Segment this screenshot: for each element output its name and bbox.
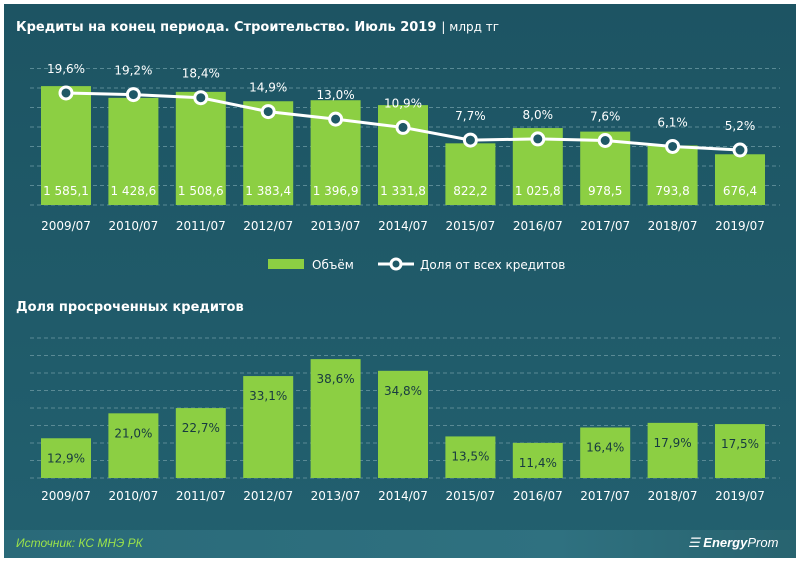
legend-bar-label: Объём	[312, 258, 354, 272]
line-marker	[462, 132, 478, 148]
bar-value-label: 1 508,6	[178, 184, 224, 198]
bar	[647, 145, 698, 205]
chart2-title: Доля просроченных кредитов	[16, 300, 244, 315]
bar-value-label: 822,2	[453, 184, 487, 198]
bar-value-label: 22,7%	[182, 421, 220, 435]
x-tick-label: 2014/07	[378, 219, 428, 233]
bar-value-label: 17,9%	[654, 436, 692, 450]
x-tick-label: 2017/07	[580, 489, 630, 503]
legend-bar-swatch	[268, 259, 304, 269]
bar	[445, 143, 496, 205]
x-tick-label: 2012/07	[243, 219, 293, 233]
legend-line-label: Доля от всех кредитов	[420, 258, 565, 272]
bar-value-label: 21,0%	[114, 426, 152, 440]
source-note: Источник: КС МНЭ РК	[16, 536, 143, 550]
bar	[445, 436, 496, 478]
bar-value-label: 1 331,8	[380, 184, 426, 198]
bar	[715, 424, 765, 478]
x-tick-label: 2017/07	[580, 219, 630, 233]
line-value-label: 19,2%	[114, 64, 152, 78]
bar-value-label: 34,8%	[384, 384, 422, 398]
bar	[175, 408, 226, 478]
x-tick-label: 2010/07	[108, 219, 158, 233]
x-tick-label: 2014/07	[378, 489, 428, 503]
line-value-label: 18,4%	[182, 67, 220, 81]
bar-value-label: 33,1%	[249, 389, 287, 403]
line-marker	[328, 111, 344, 127]
bar-value-label: 1 025,8	[515, 184, 561, 198]
bar	[378, 370, 428, 478]
line-marker	[732, 142, 748, 158]
line-marker	[530, 131, 546, 147]
x-tick-label: 2011/07	[176, 489, 226, 503]
bar-value-label: 1 585,1	[43, 184, 89, 198]
bar	[647, 422, 698, 478]
x-tick-label: 2019/07	[715, 489, 765, 503]
bar	[41, 438, 91, 478]
line-value-label: 5,2%	[725, 119, 756, 133]
bar	[108, 97, 159, 205]
x-tick-label: 2018/07	[648, 489, 698, 503]
chart2-plot: 12,9% 2009/07 21,0% 2010/07 22,7% 2011/07 33,1…	[30, 337, 780, 503]
bar	[175, 91, 226, 205]
x-tick-label: 2009/07	[41, 489, 91, 503]
x-tick-label: 2013/07	[311, 489, 361, 503]
line-marker	[395, 119, 411, 135]
line-marker	[125, 87, 141, 103]
x-tick-label: 2013/07	[311, 219, 361, 233]
bar-value-label: 17,5%	[721, 437, 759, 451]
bar	[41, 86, 91, 205]
line-marker	[193, 90, 209, 106]
x-tick-label: 2009/07	[41, 219, 91, 233]
bar-value-label: 16,4%	[586, 440, 624, 454]
bar	[243, 376, 294, 478]
bar	[580, 427, 631, 478]
bar-value-label: 38,6%	[317, 372, 355, 386]
line-marker	[260, 104, 276, 120]
bar-value-label: 978,5	[588, 184, 622, 198]
bar-value-label: 11,4%	[519, 456, 557, 470]
x-tick-label: 2012/07	[243, 489, 293, 503]
bar	[715, 154, 765, 205]
x-tick-label: 2016/07	[513, 219, 563, 233]
footer-bar	[4, 530, 796, 558]
line-value-label: 19,6%	[47, 62, 85, 76]
legend-line-marker	[389, 257, 403, 271]
chart1-title: Кредиты на конец периода. Строительство.…	[16, 20, 499, 35]
bar	[108, 413, 159, 478]
line-value-label: 7,6%	[590, 110, 621, 124]
bar-value-label: 793,8	[655, 184, 689, 198]
x-tick-label: 2015/07	[445, 489, 495, 503]
x-tick-label: 2016/07	[513, 489, 563, 503]
bar-value-label: 1 396,9	[313, 184, 359, 198]
chart1-plot: 1 585,1 2009/07 1 428,6 2010/07 1 508,6 2011/…	[30, 62, 780, 233]
line-value-label: 6,1%	[657, 115, 688, 129]
bar-value-label: 1 383,4	[245, 184, 291, 198]
bar	[310, 359, 361, 478]
bar-value-label: 1 428,6	[110, 184, 156, 198]
line-marker	[58, 85, 74, 101]
bar-value-label: 676,4	[723, 184, 757, 198]
x-tick-label: 2019/07	[715, 219, 765, 233]
x-tick-label: 2015/07	[445, 219, 495, 233]
x-tick-label: 2011/07	[176, 219, 226, 233]
line-value-label: 8,0%	[523, 108, 554, 122]
line-marker	[665, 138, 681, 154]
bar	[512, 442, 563, 478]
bar-value-label: 12,9%	[47, 451, 85, 465]
line-value-label: 7,7%	[455, 109, 486, 123]
line-value-label: 13,0%	[317, 88, 355, 102]
x-tick-label: 2018/07	[648, 219, 698, 233]
x-tick-label: 2010/07	[108, 489, 158, 503]
line-value-label: 14,9%	[249, 81, 287, 95]
line-value-label: 10,9%	[384, 96, 422, 110]
energyprom-logo: ☰ EnergyProm	[688, 535, 779, 550]
line-marker	[597, 133, 613, 149]
bar-value-label: 13,5%	[451, 449, 489, 463]
